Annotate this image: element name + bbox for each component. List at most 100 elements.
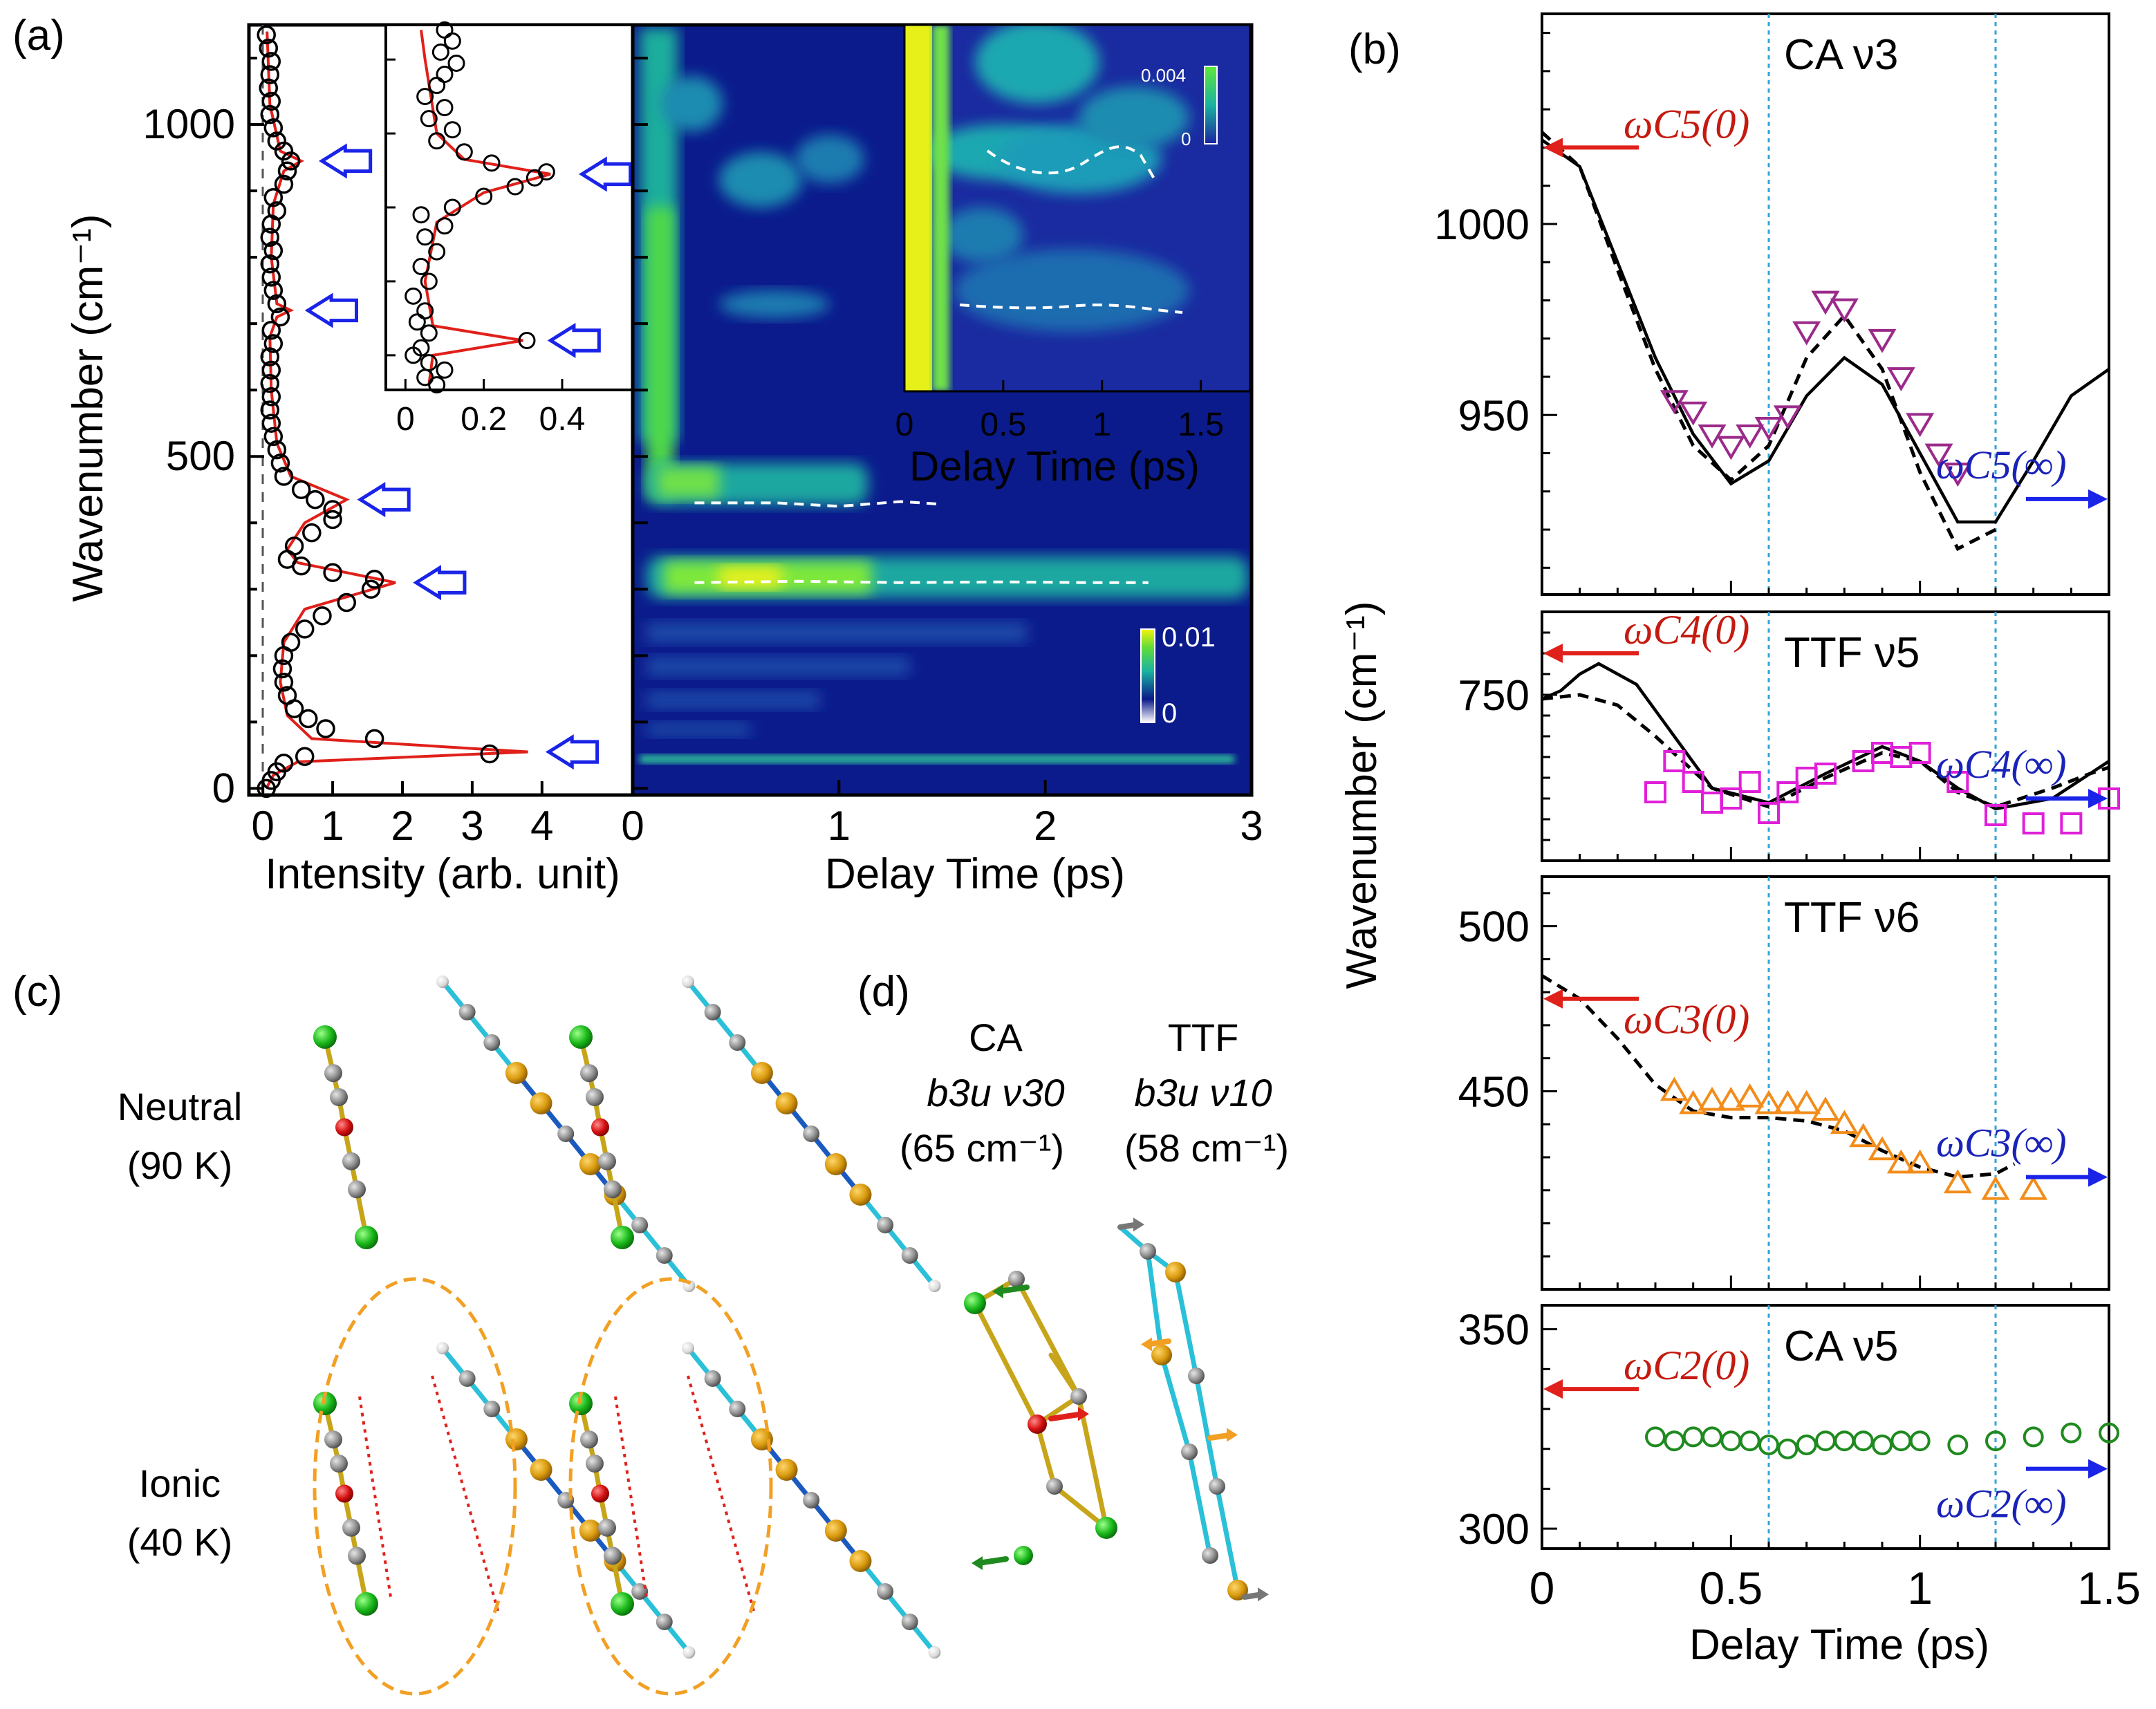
sulfur-atom xyxy=(505,1428,528,1450)
data-point xyxy=(260,65,280,84)
displacement-arrow-icon xyxy=(972,1556,983,1570)
data-point xyxy=(267,201,287,221)
data-marker xyxy=(1868,1136,1897,1161)
inset-data-point xyxy=(420,110,438,128)
data-marker xyxy=(1754,1090,1783,1114)
spectrum-x-ticks: 0 1 2 3 4 xyxy=(251,781,554,849)
displacement-arrow-line xyxy=(976,1556,1009,1566)
x-tick-label: 0.5 xyxy=(1699,1562,1763,1614)
data-point xyxy=(364,729,384,749)
colormap-inset-x-tick-label: 1.5 xyxy=(1178,407,1224,443)
neutral-temp: (90 K) xyxy=(127,1143,233,1187)
inset-data-point xyxy=(412,339,430,357)
data-marker xyxy=(1830,298,1859,323)
sulfur-atom xyxy=(824,1153,847,1175)
y-tick-label: 1000 xyxy=(143,101,235,147)
data-marker xyxy=(1698,424,1727,449)
carbon-atom xyxy=(604,1180,622,1199)
oxygen-atom xyxy=(335,1118,353,1137)
omega-inf-label: ωC2(∞) xyxy=(1936,1482,2067,1526)
colorbar-main xyxy=(1140,628,1155,723)
inset-x-ticks: 0 0.2 0.4 xyxy=(396,379,585,438)
carbon-atom xyxy=(342,1518,360,1537)
data-point xyxy=(274,672,294,692)
data-marker xyxy=(1815,1430,1836,1452)
data-marker xyxy=(1834,1430,1855,1452)
hydrogen-atom xyxy=(928,1280,941,1292)
ca-label: CA xyxy=(969,1016,1023,1059)
data-marker xyxy=(1645,1426,1666,1448)
data-marker xyxy=(2023,1426,2044,1448)
data-marker xyxy=(1985,1430,2006,1452)
cmap-blob xyxy=(795,135,864,183)
sulfur-atom xyxy=(1165,1262,1186,1282)
carbon-atom xyxy=(1181,1444,1198,1460)
subplot-ttf-nu5: 750 ωC4(0) ωC4(∞) TTF ν5 xyxy=(1458,607,2120,862)
data-marker xyxy=(1852,1430,1874,1452)
hydrogen-atom xyxy=(928,1646,941,1659)
data-point xyxy=(261,387,281,407)
carbon-atom xyxy=(458,1004,476,1020)
data-point xyxy=(263,281,284,300)
bond xyxy=(972,1300,1040,1427)
displacement-arrow-icon xyxy=(1078,1407,1089,1421)
data-marker xyxy=(1660,1076,1689,1101)
data-point xyxy=(277,161,297,181)
chlorine-atom xyxy=(611,1226,634,1249)
neutral-label: Neutral xyxy=(118,1085,243,1128)
oxygen-atom xyxy=(335,1484,353,1503)
inset-dashed-trace xyxy=(986,145,1156,180)
hydrogen-atom xyxy=(682,1342,694,1354)
subplot-frame xyxy=(1541,12,2110,596)
inset-data-point xyxy=(436,66,454,84)
data-marker xyxy=(1776,781,1799,803)
data-marker xyxy=(2060,812,2083,834)
data-point xyxy=(337,592,357,613)
data-point xyxy=(260,254,280,274)
data-marker xyxy=(1811,1096,1840,1121)
colorbar-inset-max: 0.004 xyxy=(1141,65,1186,86)
inset-peak-arrow-icon xyxy=(547,322,601,359)
data-marker xyxy=(1906,1149,1935,1174)
inset-data-point xyxy=(420,324,438,342)
data-marker xyxy=(1909,1430,1931,1452)
inset-early-band-edge xyxy=(932,25,949,391)
ttf-label: TTF xyxy=(1168,1016,1239,1059)
sulfur-atom xyxy=(579,1520,602,1542)
chlorine-atom xyxy=(569,1392,593,1415)
hydrogen-atom xyxy=(682,1646,696,1659)
fit-solid-line xyxy=(1541,138,2110,524)
spectrum-x-label: Intensity (arb. unit) xyxy=(265,850,620,898)
data-marker xyxy=(2019,1175,2048,1200)
spectrum-points xyxy=(257,25,499,799)
inset-data-point xyxy=(443,121,461,139)
data-point xyxy=(274,174,294,194)
bond xyxy=(1193,1373,1220,1489)
omega-inf-arrow-icon xyxy=(2088,1459,2108,1479)
inset-data-point xyxy=(518,331,536,349)
inset-data-point xyxy=(428,132,446,150)
cmap-430-peak xyxy=(657,467,719,498)
data-marker xyxy=(1736,424,1765,449)
data-marker xyxy=(1947,1434,1969,1455)
data-point xyxy=(361,579,381,599)
inset-x-tick-label: 0.2 xyxy=(461,401,507,438)
data-marker xyxy=(1985,804,2007,826)
inset-data-point xyxy=(428,243,446,261)
data-point xyxy=(364,570,384,589)
subplot-ca-nu5: 300 350 ωC2(0) ωC2(∞) CA ν5 xyxy=(1458,1304,2119,1553)
displacement-arrow-line xyxy=(996,1285,1030,1294)
omega-inf-label: ωC4(∞) xyxy=(1936,742,2067,787)
data-marker xyxy=(1908,742,1931,764)
data-point xyxy=(261,360,281,380)
inset-data-point xyxy=(436,361,454,379)
displacement-arrow-line xyxy=(1048,1411,1085,1421)
fit-dashed-line xyxy=(1541,974,2016,1179)
panel-label-d: (d) xyxy=(857,968,910,1016)
carbon-atom xyxy=(348,1180,366,1199)
data-marker xyxy=(1739,1430,1760,1452)
inset-data-point xyxy=(416,302,434,320)
data-marker xyxy=(1814,763,1837,785)
colormap-inset-image xyxy=(904,25,1250,391)
data-marker xyxy=(1886,367,1915,391)
